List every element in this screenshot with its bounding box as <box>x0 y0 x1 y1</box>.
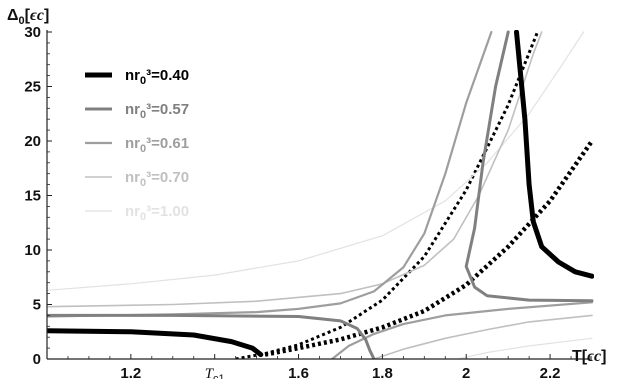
series-1-branch-0-line <box>47 313 376 359</box>
series-2-branch-1-line <box>331 301 594 359</box>
x-tick-label: 1.2 <box>120 365 141 379</box>
x-tick-label-tc1: Tc1 <box>205 366 225 379</box>
series-4-branch-1-line <box>457 337 593 359</box>
series-2-branch-0-line <box>47 30 493 318</box>
x-tick-label: 1.8 <box>372 365 393 379</box>
legend-label-0: nr0³=0.40 <box>125 67 189 87</box>
legend-label-3: nr0³=0.70 <box>125 169 189 189</box>
y-tick-label: 10 <box>24 242 41 259</box>
legend-label-4: nr0³=1.00 <box>125 203 189 223</box>
series-0-branch-0-line <box>47 328 264 358</box>
y-tick-label: 5 <box>33 297 41 314</box>
y-tick-label: 20 <box>24 133 41 150</box>
curves <box>47 30 594 359</box>
y-tick-label: 15 <box>24 188 41 205</box>
x-axis-label: T[ϵc] <box>572 348 606 365</box>
series-6-branch-0-line <box>264 139 594 357</box>
x-tick-label: 2 <box>462 365 470 379</box>
legend: nr0³=0.40 nr0³=0.57 nr0³=0.61 nr0³=0.70 nr0³… <box>85 67 189 223</box>
series-3-branch-0-line <box>47 31 543 308</box>
series-0-branch-1-line <box>514 30 594 279</box>
x-tick-label: 2.2 <box>540 365 561 379</box>
y-tick-label: 25 <box>24 79 41 96</box>
y-tick-label: 0 <box>33 351 41 368</box>
y-tick-label: 30 <box>24 24 41 41</box>
x-tick-label: 1.6 <box>288 365 309 379</box>
series-3-branch-1-line <box>373 314 593 359</box>
legend-label-1: nr0³=0.57 <box>125 101 189 121</box>
series-1-branch-1-line <box>464 30 594 303</box>
series-4-branch-0-line <box>47 31 585 291</box>
ticks: 0 5 10 15 20 25 30 1.2 Tc1 1.6 1.8 2 2.2 <box>24 24 572 379</box>
series-5-branch-0-line <box>235 31 539 359</box>
y-axis-label: Δ0[ϵc] <box>7 7 49 27</box>
legend-label-2: nr0³=0.61 <box>125 135 189 155</box>
